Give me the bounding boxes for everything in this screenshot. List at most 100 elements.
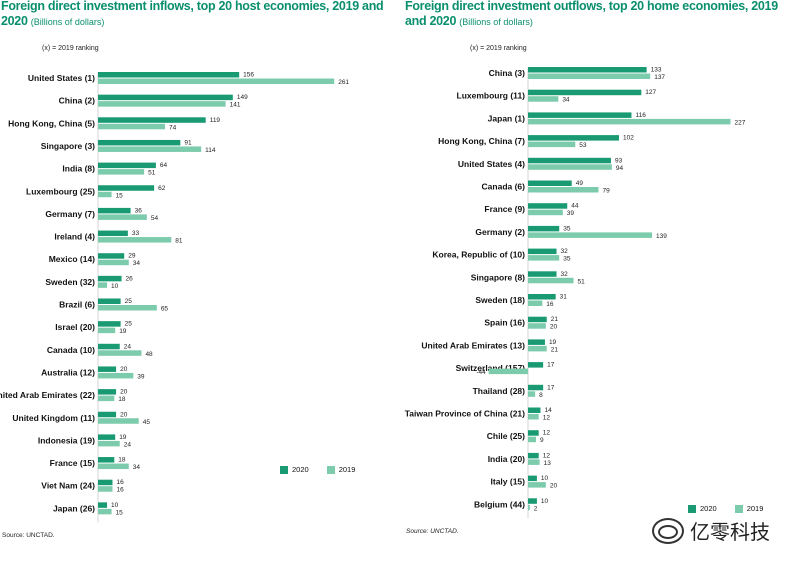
bar-2019-united-states-1 — [98, 78, 335, 84]
category-label-france-15: France (15) — [50, 458, 96, 468]
category-label-india-20: India (20) — [488, 454, 525, 464]
value-label-2020-viet-nam-24: 16 — [116, 479, 124, 486]
bar-2019-united-states-4 — [528, 164, 612, 170]
value-label-2019-indonesia-19: 24 — [124, 441, 132, 448]
bar-2019-luxembourg-11 — [528, 96, 559, 102]
value-label-2019-israel-20: 19 — [119, 328, 127, 335]
bar-2020-ireland-4 — [98, 230, 128, 237]
inflows-title: Foreign direct investment inflows, top 2… — [1, 0, 391, 30]
value-label-2020-singapore-3: 91 — [184, 139, 192, 146]
value-label-2020-italy-15: 10 — [541, 475, 549, 482]
category-label-china-2: China (2) — [59, 96, 96, 106]
outflows-legend: 2020 2019 — [688, 504, 777, 513]
category-label-mexico-14: Mexico (14) — [49, 254, 95, 264]
bar-2020-viet-nam-24 — [98, 479, 113, 486]
watermark: 亿零科技 — [652, 516, 770, 545]
value-label-2020-japan-26: 10 — [111, 502, 119, 509]
bar-2019-india-20 — [528, 459, 540, 465]
bar-2019-japan-26 — [98, 508, 112, 515]
value-label-2020-switzerland-157: 17 — [547, 362, 555, 369]
value-label-2020-united-arab-emirates-22: 20 — [120, 389, 128, 396]
bar-2020-united-arab-emirates-13 — [528, 339, 545, 345]
bar-2019-israel-20 — [98, 327, 116, 334]
inflows-title-text: Foreign direct investment inflows, top 2… — [1, 0, 384, 28]
legend-label-2020: 2020 — [292, 465, 309, 474]
bar-2020-indonesia-19 — [98, 434, 116, 440]
legend-label-2019: 2019 — [338, 465, 356, 474]
value-label-2019-united-arab-emirates-22: 18 — [118, 396, 126, 403]
value-label-2020-belgium-44: 10 — [541, 498, 549, 505]
value-label-2019-luxembourg-11: 34 — [562, 97, 570, 104]
value-label-2019-china-2: 141 — [230, 102, 241, 109]
bar-2020-luxembourg-11 — [528, 89, 642, 96]
value-label-2019-canada-6: 79 — [602, 188, 610, 195]
bar-2020-india-20 — [528, 452, 539, 459]
value-label-2019-india-8: 51 — [148, 170, 156, 177]
value-label-2019-spain-16: 20 — [550, 324, 558, 331]
outflows-title-text: Foreign direct investment outflows, top … — [405, 0, 778, 28]
value-label-2019-italy-15: 20 — [550, 483, 558, 490]
bar-2019-france-15 — [98, 463, 129, 470]
bar-2020-united-arab-emirates-22 — [98, 389, 117, 395]
value-label-2019-switzerland-157: -44 — [476, 369, 486, 376]
bar-2019-china-3 — [528, 73, 651, 79]
value-label-2020-taiwan-province-of-china-21: 14 — [544, 407, 552, 414]
bar-2019-chile-25 — [528, 436, 537, 443]
bar-2020-canada-10 — [98, 343, 120, 350]
category-label-switzerland-157: Switzerland (157) — [456, 363, 526, 373]
wechat-logo-icon — [652, 517, 684, 544]
category-label-france-9: France (9) — [484, 204, 525, 214]
inflows-title-unit: (Billions of dollars) — [30, 17, 105, 27]
value-label-2020-ireland-4: 33 — [132, 230, 140, 237]
value-label-2020-canada-10: 24 — [124, 343, 132, 350]
bar-2019-canada-6 — [528, 187, 599, 193]
bar-2020-australia-12 — [98, 366, 117, 372]
value-label-2019-hong-kong-china-7: 53 — [579, 142, 587, 149]
category-label-thailand-28: Thailand (28) — [473, 386, 526, 396]
legend-swatch-2019 — [734, 504, 743, 513]
value-label-2019-australia-12: 39 — [137, 373, 145, 380]
value-label-2020-indonesia-19: 19 — [119, 434, 127, 441]
inflows-source: Source: UNCTAD. — [2, 532, 55, 539]
value-label-2019-belgium-44: 2 — [534, 505, 538, 512]
bar-2020-hong-kong-china-5 — [98, 117, 206, 123]
value-label-2019-thailand-28: 8 — [539, 392, 543, 399]
bar-2019-singapore-3 — [98, 146, 202, 152]
legend-label-2020: 2020 — [700, 504, 717, 513]
category-label-korea-republic-of-10: Korea, Republic of (10) — [432, 250, 525, 260]
category-label-china-3: China (3) — [489, 68, 526, 78]
bar-2019-spain-16 — [528, 323, 546, 329]
bar-2020-china-3 — [528, 67, 647, 73]
value-label-2020-spain-16: 21 — [551, 316, 559, 323]
bar-2020-india-8 — [98, 162, 156, 169]
value-label-2020-sweden-32: 26 — [126, 275, 134, 282]
bar-2020-france-9 — [528, 203, 568, 209]
bar-2020-brazil-6 — [98, 298, 121, 304]
bar-2020-mexico-14 — [98, 253, 125, 259]
watermark-text: 亿零科技 — [690, 520, 770, 544]
category-label-japan-1: Japan (1) — [488, 113, 525, 123]
value-label-2019-chile-25: 9 — [540, 437, 544, 444]
category-label-india-8: India (8) — [62, 164, 95, 174]
legend-item-2019: 2019 — [734, 504, 763, 513]
bar-2020-japan-1 — [528, 112, 632, 118]
value-label-2020-thailand-28: 17 — [547, 384, 555, 391]
bar-2020-korea-republic-of-10 — [528, 248, 557, 255]
category-label-indonesia-19: Indonesia (19) — [38, 435, 95, 445]
value-label-2019-united-states-4: 94 — [616, 165, 624, 172]
value-label-2020-united-kingdom-11: 20 — [120, 411, 128, 418]
value-label-2019-taiwan-province-of-china-21: 12 — [543, 415, 551, 422]
value-label-2020-china-2: 149 — [237, 94, 248, 101]
legend-item-2020: 2020 — [688, 504, 717, 513]
category-label-viet-nam-24: Viet Nam (24) — [41, 481, 95, 491]
outflows-title-unit: (Billions of dollars) — [459, 17, 533, 27]
category-label-australia-12: Australia (12) — [41, 367, 95, 377]
bar-2020-united-states-1 — [98, 72, 240, 78]
value-label-2019-singapore-8: 51 — [577, 278, 585, 285]
category-label-belgium-44: Belgium (44) — [474, 499, 525, 509]
legend-swatch-2019 — [326, 465, 335, 474]
outflows-title: Foreign direct investment outflows, top … — [405, 0, 795, 30]
value-label-2020-luxembourg-25: 62 — [158, 185, 166, 192]
bar-2020-taiwan-province-of-china-21 — [528, 407, 541, 413]
